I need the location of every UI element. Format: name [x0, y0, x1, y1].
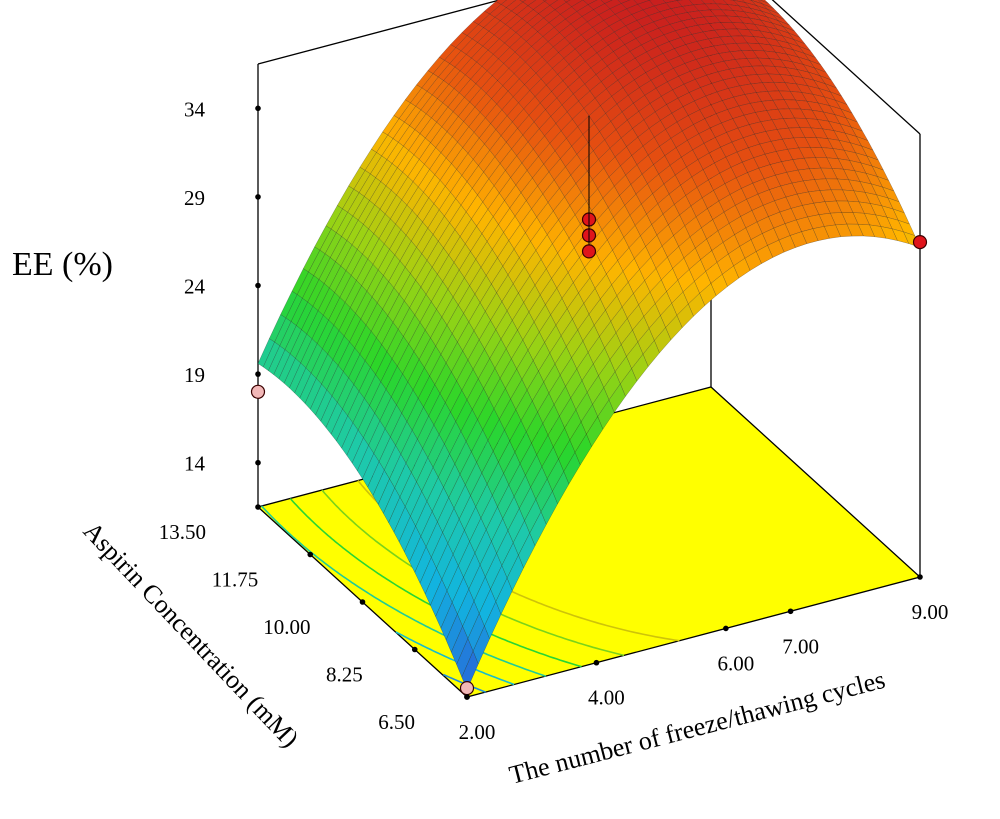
- contour-line: [289, 497, 582, 668]
- z-tick-mark: [255, 282, 261, 289]
- x-tick-label: 2.00: [459, 720, 496, 744]
- x-tick-mark: [593, 659, 600, 666]
- z-tick-label: 14: [184, 452, 206, 476]
- frame-edge-top-right: [771, 0, 921, 135]
- z-tick-label: 29: [184, 186, 205, 210]
- design-points: [250, 115, 928, 696]
- design-point: [250, 384, 266, 399]
- y-tick-mark: [307, 551, 314, 558]
- design-point: [912, 235, 928, 250]
- y-tick-label: 6.50: [378, 710, 415, 734]
- design-point: [581, 244, 597, 259]
- x-tick-mark: [464, 694, 470, 700]
- y-tick-label: 13.50: [159, 520, 206, 544]
- z-tick-mark: [255, 105, 261, 112]
- surface-cell: [519, 0, 527, 3]
- design-point: [459, 680, 475, 696]
- x-axis-label: The number of freeze/thawing cycles: [506, 665, 888, 790]
- y-tick-mark: [255, 504, 261, 510]
- z-axis-label: EE (%): [12, 246, 113, 283]
- x-tick-label: 6.00: [717, 651, 754, 675]
- y-tick-mark: [411, 646, 418, 653]
- y-tick-label: 10.00: [263, 615, 310, 639]
- y-tick-label: 11.75: [212, 568, 258, 592]
- z-tick-mark: [255, 459, 261, 466]
- x-tick-label: 7.00: [782, 634, 819, 658]
- z-tick-label: 19: [184, 363, 205, 387]
- z-tick-label: 34: [184, 97, 206, 121]
- x-tick-mark: [917, 574, 923, 580]
- x-tick-label: 4.00: [588, 686, 625, 710]
- x-tick-label: 9.00: [912, 600, 949, 624]
- surface-cell: [461, 650, 479, 691]
- x-tick-mark: [787, 608, 794, 615]
- contour-line: [395, 631, 515, 686]
- x-tick-mark: [723, 625, 729, 632]
- y-tick-label: 8.25: [326, 663, 363, 687]
- response-surface-mesh: [257, 0, 921, 691]
- z-tick-mark: [255, 371, 261, 377]
- z-tick-mark: [255, 194, 261, 200]
- y-tick-mark: [359, 599, 366, 605]
- z-tick-label: 24: [184, 275, 206, 299]
- surface-cell: [563, 0, 571, 3]
- frame-edge-top-left: [257, 0, 503, 65]
- surface-cell: [542, 0, 547, 2]
